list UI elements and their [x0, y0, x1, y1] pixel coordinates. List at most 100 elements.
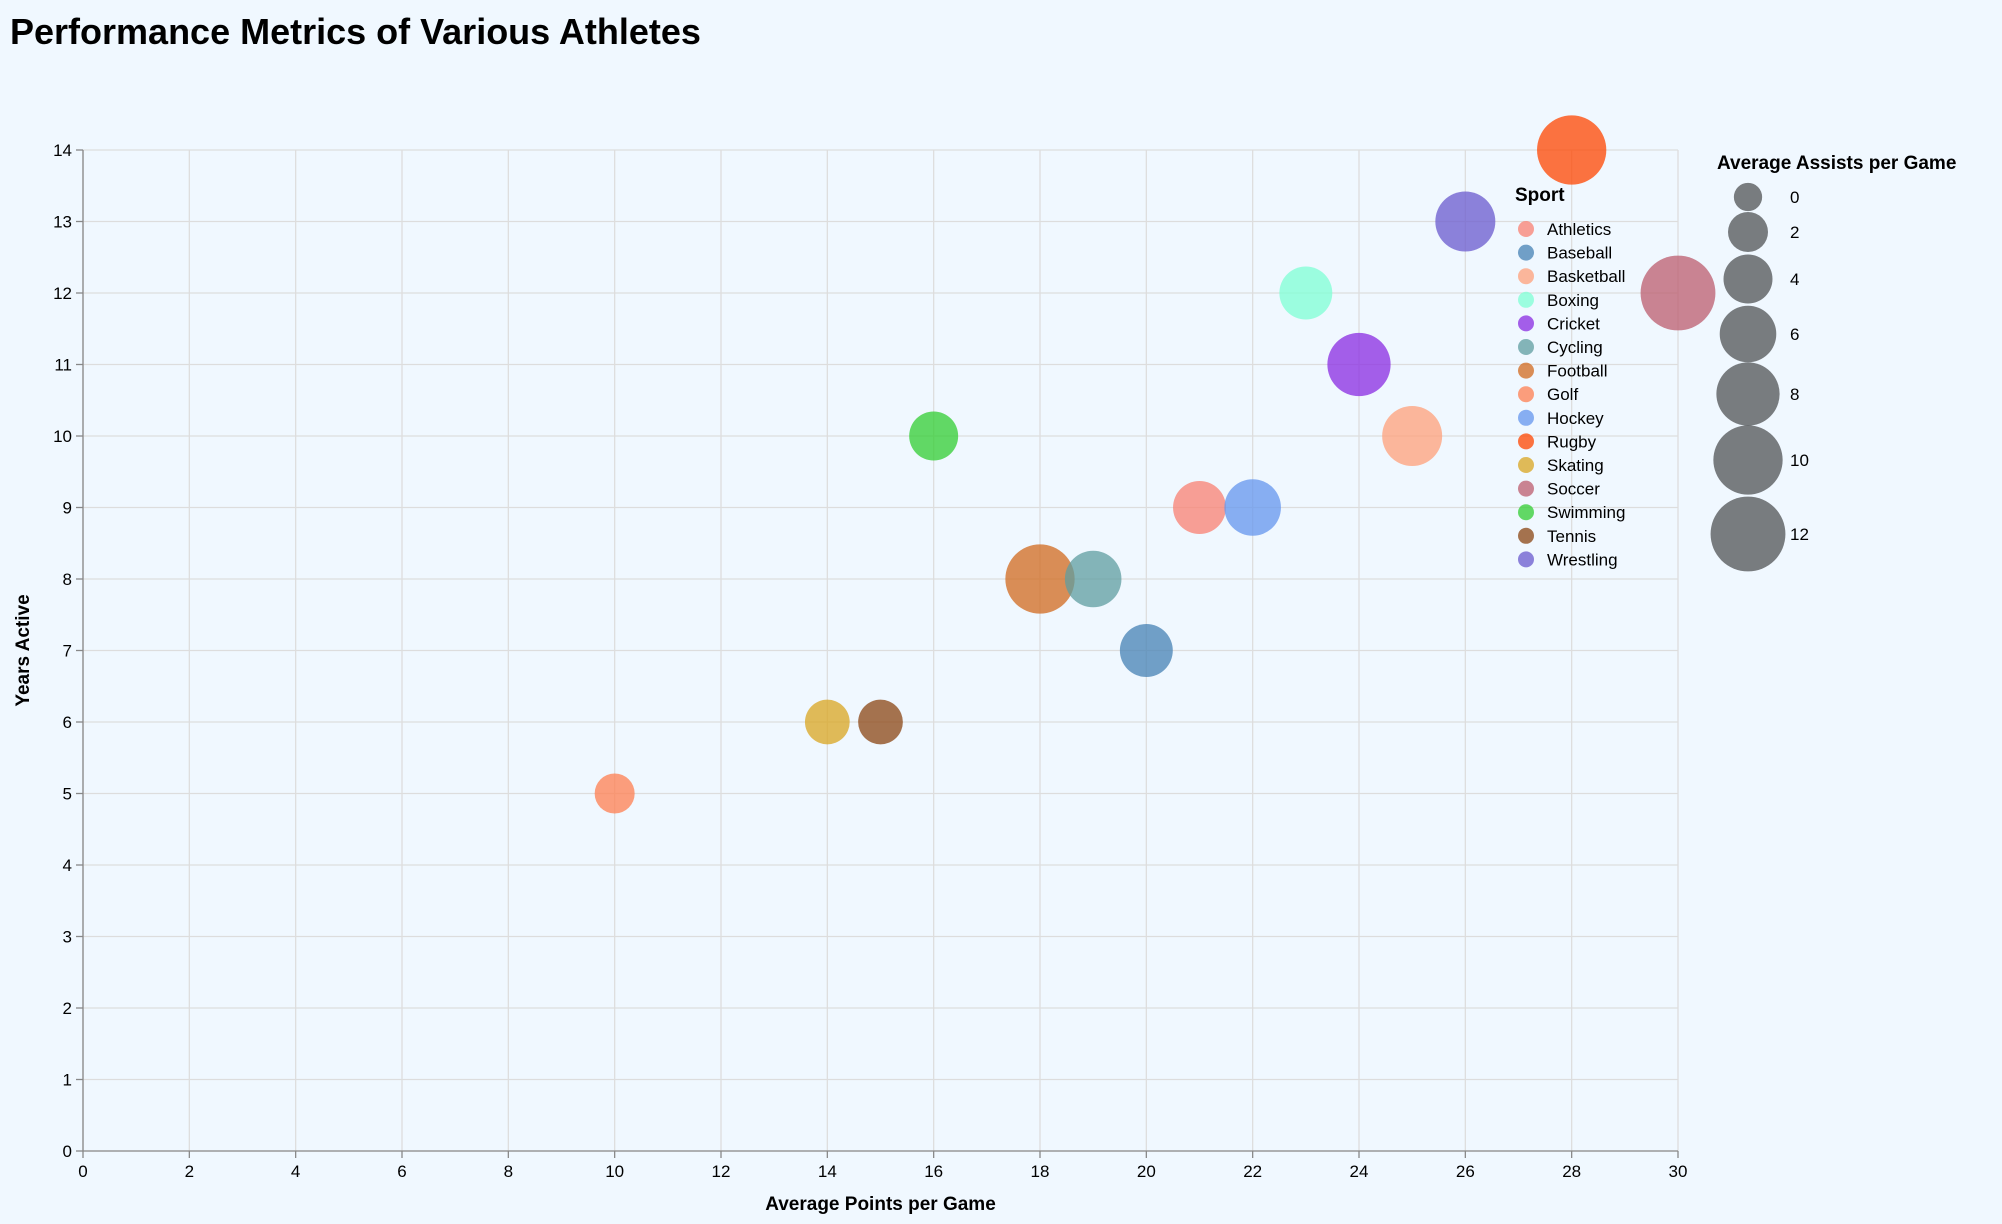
size-legend-circle [1733, 182, 1763, 212]
point-basketball [1382, 406, 1443, 466]
x-tick-label: 6 [397, 1162, 406, 1181]
x-tick-label: 4 [291, 1162, 300, 1181]
legend-label-cycling: Cycling [1547, 338, 1603, 357]
size-legend-label: 8 [1790, 385, 1799, 404]
x-tick-label: 28 [1562, 1162, 1581, 1181]
y-tick-label: 11 [54, 356, 72, 375]
size-legend-circle [1710, 496, 1786, 572]
x-tick-label: 20 [1137, 1162, 1156, 1181]
x-tick-label: 14 [818, 1162, 837, 1181]
y-tick-label: 10 [53, 427, 72, 446]
legend-label-cricket: Cricket [1547, 314, 1600, 333]
x-tick-label: 18 [1031, 1162, 1050, 1181]
y-tick-label: 14 [53, 141, 72, 160]
legend-label-tennis: Tennis [1547, 527, 1596, 546]
size-legend-circle [1713, 425, 1783, 495]
x-axis-title: Average Points per Game [765, 1194, 996, 1215]
color-legend-title: Sport [1515, 185, 1565, 206]
point-golf [594, 773, 635, 814]
legend-swatch-cricket [1518, 315, 1534, 332]
x-tick-label: 2 [185, 1162, 194, 1181]
size-legend-label: 12 [1790, 525, 1809, 544]
y-tick-label: 3 [63, 928, 72, 947]
y-tick-label: 1 [63, 1071, 72, 1090]
legend-swatch-boxing [1518, 291, 1534, 308]
grid-lines [82, 149, 1679, 1152]
y-axis-title: Years Active [13, 594, 34, 706]
size-legend: Average Assists per Game 0 2 4 6 8 10 12 [1710, 153, 1956, 572]
legend-swatch-rugby [1518, 433, 1534, 450]
chart-title: Performance Metrics of Various Athletes [10, 11, 701, 52]
point-rugby [1537, 115, 1607, 185]
legend-swatch-hockey [1518, 409, 1534, 426]
legend-label-soccer: Soccer [1547, 480, 1600, 499]
legend-label-football: Football [1547, 362, 1607, 381]
y-tick-label: 4 [63, 856, 72, 875]
point-boxing [1279, 266, 1333, 320]
y-tick-label: 5 [63, 785, 72, 804]
legend-swatch-basketball [1518, 268, 1534, 285]
point-swimming [909, 411, 959, 461]
legend-swatch-skating [1518, 457, 1534, 473]
size-legend-label: 0 [1790, 188, 1799, 207]
legend-swatch-athletics [1518, 221, 1534, 237]
y-tick-label: 0 [63, 1142, 72, 1161]
size-legend-label: 4 [1790, 270, 1799, 289]
point-hockey [1224, 479, 1281, 536]
legend-label-wrestling: Wrestling [1547, 550, 1618, 569]
x-tick-label: 0 [78, 1162, 87, 1181]
legend-label-athletics: Athletics [1547, 220, 1611, 239]
size-legend-label: 2 [1790, 223, 1799, 242]
y-tick-label: 12 [53, 284, 72, 303]
y-tick-label: 9 [63, 499, 72, 518]
legend-label-basketball: Basketball [1547, 267, 1625, 286]
x-tick-label: 22 [1243, 1162, 1262, 1181]
point-skating [804, 699, 850, 745]
legend-swatch-wrestling [1518, 551, 1534, 568]
point-cricket [1327, 332, 1391, 397]
y-tick-label: 6 [63, 713, 72, 732]
legend-swatch-soccer [1518, 480, 1534, 497]
axes: 0 2 4 6 8 10 12 14 16 18 20 22 24 26 28 300123456789101… [53, 141, 1687, 1181]
point-cycling [1064, 550, 1122, 608]
x-tick-label: 26 [1456, 1162, 1475, 1181]
legend-swatch-tennis [1518, 527, 1534, 544]
x-tick-label: 8 [504, 1162, 513, 1181]
legend-label-boxing: Boxing [1547, 291, 1599, 310]
legend-label-golf: Golf [1547, 385, 1578, 404]
point-soccer [1640, 255, 1716, 331]
y-tick-label: 13 [53, 213, 72, 232]
x-tick-label: 10 [605, 1162, 624, 1181]
legend-label-skating: Skating [1547, 456, 1604, 475]
legend-swatch-golf [1518, 386, 1534, 403]
legend-swatch-cycling [1518, 339, 1534, 355]
legend-swatch-football [1518, 362, 1534, 379]
data-points [594, 115, 1716, 814]
legend-label-rugby: Rugby [1547, 432, 1597, 451]
size-legend-circle [1723, 254, 1773, 304]
x-tick-label: 30 [1669, 1162, 1688, 1181]
legend-swatch-baseball [1518, 244, 1534, 261]
x-tick-label: 16 [924, 1162, 943, 1181]
plot-area: 0 2 4 6 8 10 12 14 16 18 20 22 24 26 28 300123456789101… [53, 115, 1716, 1181]
legend-swatch-swimming [1518, 504, 1534, 521]
point-tennis [858, 699, 903, 745]
size-legend-label: 6 [1790, 325, 1799, 344]
size-legend-circle [1716, 362, 1780, 426]
x-tick-label: 12 [712, 1162, 731, 1181]
legend-label-hockey: Hockey [1547, 409, 1604, 428]
point-wrestling [1435, 191, 1496, 252]
x-tick-label: 24 [1350, 1162, 1369, 1181]
size-legend-circle [1728, 212, 1768, 252]
size-legend-title: Average Assists per Game [1717, 153, 1956, 174]
y-tick-label: 2 [63, 999, 72, 1018]
point-football [1005, 544, 1075, 614]
y-tick-label: 7 [63, 642, 72, 661]
legend-label-baseball: Baseball [1547, 244, 1612, 263]
color-legend: Sport Athletics Baseball Basketball Boxing C… [1515, 185, 1625, 569]
y-tick-label: 8 [63, 570, 72, 589]
point-athletics [1173, 481, 1226, 534]
legend-label-swimming: Swimming [1547, 503, 1625, 522]
size-legend-label: 10 [1790, 451, 1809, 470]
